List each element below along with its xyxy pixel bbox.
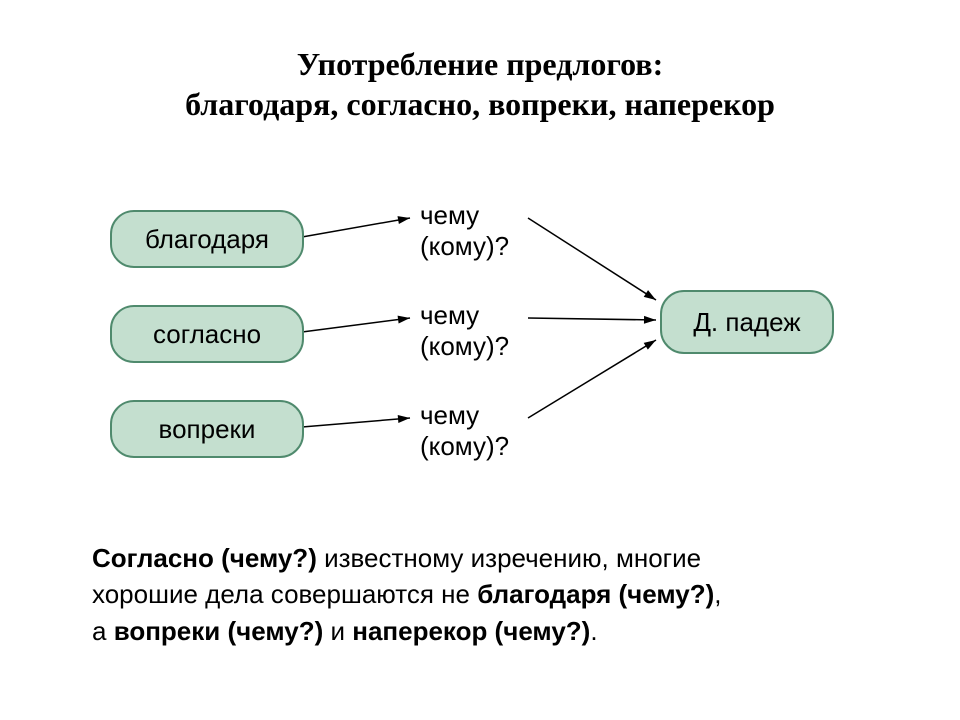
title-line-1: Употребление предлогов: — [0, 44, 960, 84]
slide: { "title": { "line1": "Употребление пред… — [0, 0, 960, 720]
question-text-2: чему(кому)? — [420, 300, 509, 362]
preposition-box-3: вопреки — [110, 400, 304, 458]
question-text-3: чему(кому)? — [420, 400, 509, 462]
case-box: Д. падеж — [660, 290, 834, 354]
example-sentence: Согласно (чему?) известному изречению, м… — [92, 540, 722, 649]
preposition-box-2: согласно — [110, 305, 304, 363]
title-line-2: благодаря, согласно, вопреки, наперекор — [0, 84, 960, 124]
question-text-1: чему(кому)? — [420, 200, 509, 262]
preposition-box-1: благодаря — [110, 210, 304, 268]
slide-title: Употребление предлогов: благодаря, согла… — [0, 44, 960, 124]
